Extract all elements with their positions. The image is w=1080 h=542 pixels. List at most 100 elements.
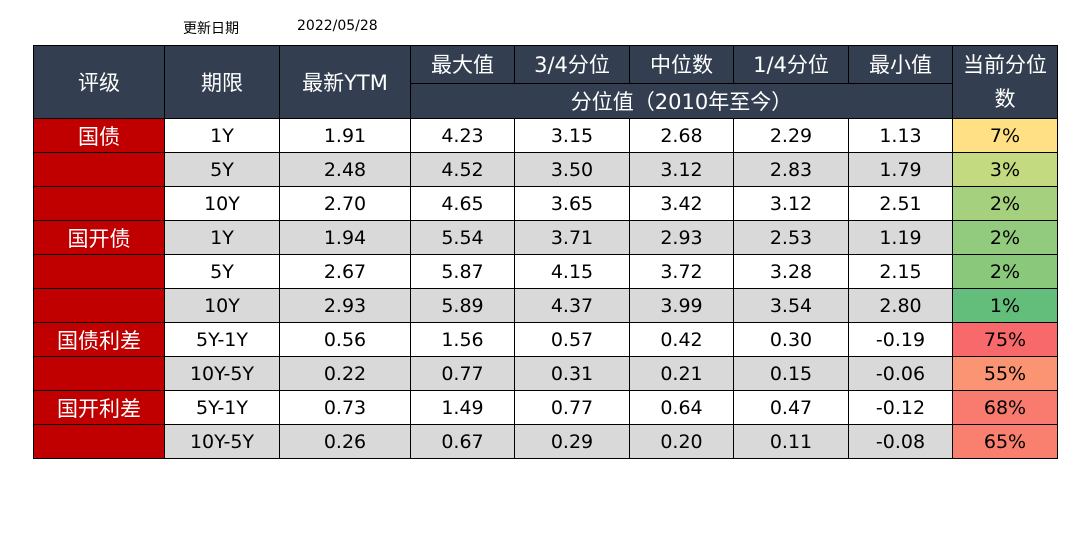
rating-cell: [33, 186, 165, 221]
table-row: 国债 1Y 1.91 4.23 3.15 2.68 2.29 1.13 7%: [33, 118, 1058, 153]
percentile-cell: 3%: [952, 152, 1058, 187]
q3-cell: 4.37: [514, 288, 630, 323]
q1-cell: 3.28: [733, 254, 849, 289]
q1-cell: 0.30: [733, 322, 849, 357]
latest-ytm-cell: 0.56: [279, 322, 411, 357]
max-cell: 5.87: [410, 254, 515, 289]
median-cell: 3.12: [629, 152, 734, 187]
header-latest-ytm: 最新YTM: [279, 45, 411, 119]
q1-cell: 2.29: [733, 118, 849, 153]
median-cell: 0.64: [629, 390, 734, 425]
min-cell: 1.19: [848, 220, 953, 255]
update-date-value: 2022/05/28: [297, 18, 378, 34]
table-row: 10Y 2.70 4.65 3.65 3.42 3.12 2.51 2%: [33, 186, 1058, 221]
tenor-cell: 10Y: [164, 288, 280, 323]
min-cell: -0.12: [848, 390, 953, 425]
tenor-cell: 5Y-1Y: [164, 390, 280, 425]
rating-cell: [33, 356, 165, 391]
table-row: 5Y 2.48 4.52 3.50 3.12 2.83 1.79 3%: [33, 152, 1058, 187]
header-q3: 3/4分位: [514, 45, 630, 84]
latest-ytm-cell: 1.91: [279, 118, 411, 153]
percentile-cell: 2%: [952, 254, 1058, 289]
median-cell: 3.42: [629, 186, 734, 221]
tenor-cell: 10Y: [164, 186, 280, 221]
q1-cell: 0.47: [733, 390, 849, 425]
percentile-cell: 2%: [952, 186, 1058, 221]
percentile-cell: 2%: [952, 220, 1058, 255]
q1-cell: 3.54: [733, 288, 849, 323]
tenor-cell: 5Y: [164, 152, 280, 187]
latest-ytm-cell: 0.73: [279, 390, 411, 425]
q3-cell: 0.31: [514, 356, 630, 391]
rating-cell: [33, 254, 165, 289]
q3-cell: 0.57: [514, 322, 630, 357]
q1-cell: 2.83: [733, 152, 849, 187]
q1-cell: 2.53: [733, 220, 849, 255]
min-cell: -0.06: [848, 356, 953, 391]
max-cell: 5.54: [410, 220, 515, 255]
min-cell: 2.15: [848, 254, 953, 289]
header-percentile-range: 分位值（2010年至今）: [410, 82, 953, 119]
median-cell: 0.42: [629, 322, 734, 357]
header-min: 最小值: [848, 45, 953, 84]
header-q1: 1/4分位: [733, 45, 849, 84]
percentile-cell: 75%: [952, 322, 1058, 357]
latest-ytm-cell: 2.93: [279, 288, 411, 323]
median-cell: 0.21: [629, 356, 734, 391]
max-cell: 4.65: [410, 186, 515, 221]
max-cell: 1.49: [410, 390, 515, 425]
tenor-cell: 10Y-5Y: [164, 356, 280, 391]
table-row: 5Y 2.67 5.87 4.15 3.72 3.28 2.15 2%: [33, 254, 1058, 289]
min-cell: -0.08: [848, 424, 953, 459]
latest-ytm-cell: 2.48: [279, 152, 411, 187]
header-current-percentile: 当前分位数: [952, 45, 1058, 119]
rating-cell: 国债利差: [33, 322, 165, 357]
rating-cell: 国开利差: [33, 390, 165, 425]
q3-cell: 0.29: [514, 424, 630, 459]
table-body: 国债 1Y 1.91 4.23 3.15 2.68 2.29 1.13 7% 5Y 2.48 4.52…: [33, 118, 1058, 459]
min-cell: 1.79: [848, 152, 953, 187]
q3-cell: 4.15: [514, 254, 630, 289]
header-rating: 评级: [33, 45, 165, 119]
percentile-cell: 7%: [952, 118, 1058, 153]
latest-ytm-cell: 2.70: [279, 186, 411, 221]
rating-cell: [33, 152, 165, 187]
yield-percentile-table: 评级 期限 最新YTM 最大值 3/4分位 中位数 1/4分位 最小值 当前分位…: [33, 45, 1058, 459]
median-cell: 3.72: [629, 254, 734, 289]
q3-cell: 3.71: [514, 220, 630, 255]
min-cell: 1.13: [848, 118, 953, 153]
q1-cell: 0.11: [733, 424, 849, 459]
q3-cell: 3.50: [514, 152, 630, 187]
table-row: 国开利差 5Y-1Y 0.73 1.49 0.77 0.64 0.47 -0.12 68%: [33, 390, 1058, 425]
table-row: 10Y-5Y 0.26 0.67 0.29 0.20 0.11 -0.08 65%: [33, 424, 1058, 459]
q3-cell: 0.77: [514, 390, 630, 425]
rating-cell: [33, 288, 165, 323]
header-median: 中位数: [629, 45, 734, 84]
median-cell: 2.93: [629, 220, 734, 255]
percentile-cell: 65%: [952, 424, 1058, 459]
max-cell: 4.23: [410, 118, 515, 153]
tenor-cell: 5Y: [164, 254, 280, 289]
update-date-label: 更新日期: [183, 21, 239, 37]
latest-ytm-cell: 1.94: [279, 220, 411, 255]
header-tenor: 期限: [164, 45, 280, 119]
median-cell: 0.20: [629, 424, 734, 459]
rating-cell: [33, 424, 165, 459]
median-cell: 3.99: [629, 288, 734, 323]
max-cell: 4.52: [410, 152, 515, 187]
table-row: 10Y-5Y 0.22 0.77 0.31 0.21 0.15 -0.06 55%: [33, 356, 1058, 391]
percentile-cell: 55%: [952, 356, 1058, 391]
tenor-cell: 10Y-5Y: [164, 424, 280, 459]
q3-cell: 3.15: [514, 118, 630, 153]
table-row: 国开债 1Y 1.94 5.54 3.71 2.93 2.53 1.19 2%: [33, 220, 1058, 255]
max-cell: 1.56: [410, 322, 515, 357]
q1-cell: 3.12: [733, 186, 849, 221]
rating-cell: 国债: [33, 118, 165, 153]
max-cell: 0.77: [410, 356, 515, 391]
percentile-cell: 1%: [952, 288, 1058, 323]
min-cell: 2.51: [848, 186, 953, 221]
tenor-cell: 1Y: [164, 118, 280, 153]
latest-ytm-cell: 0.22: [279, 356, 411, 391]
header-max: 最大值: [410, 45, 515, 84]
min-cell: 2.80: [848, 288, 953, 323]
